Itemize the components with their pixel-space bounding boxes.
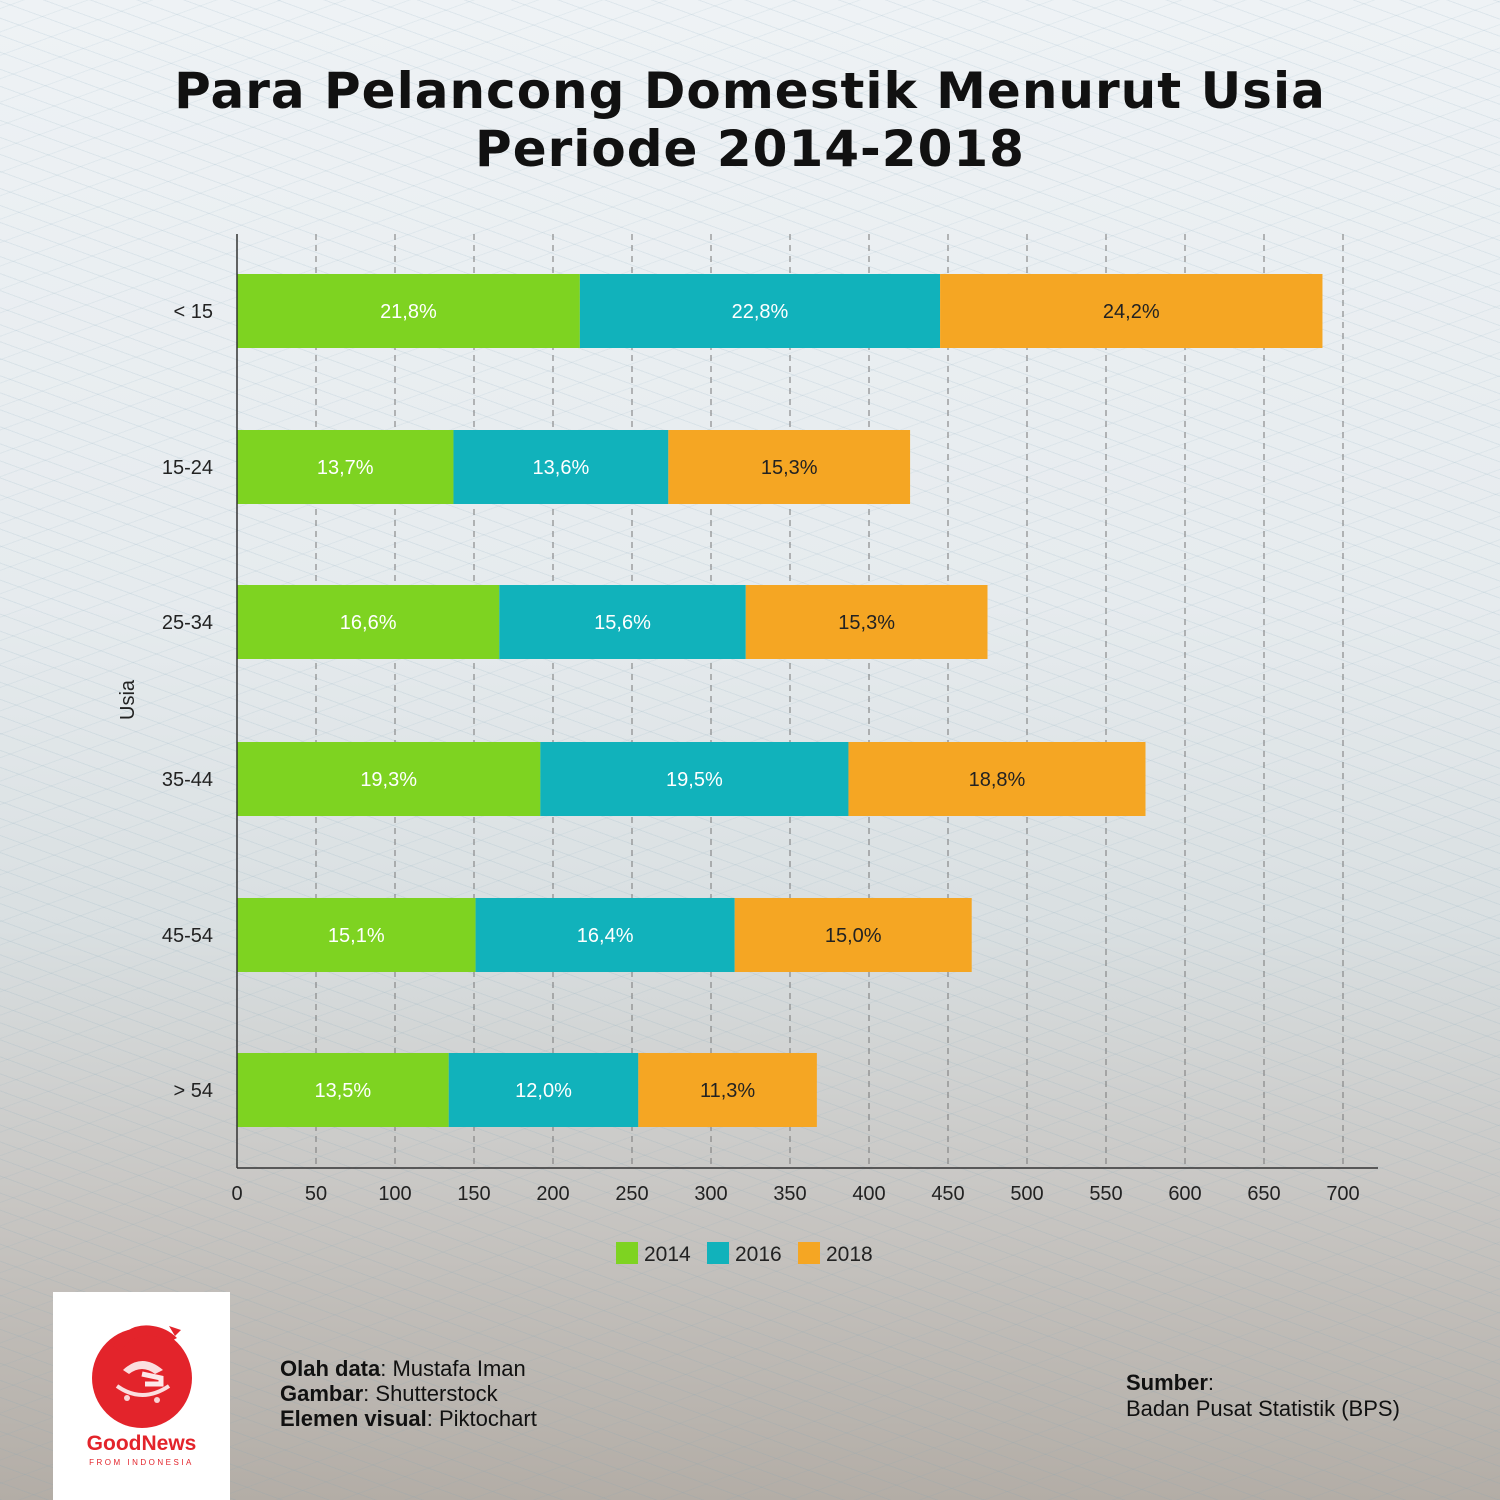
- category-label: > 54: [174, 1080, 213, 1102]
- bar-segment: [848, 742, 1146, 816]
- x-tick-label: 0: [231, 1183, 242, 1205]
- source-note: Sumber: Badan Pusat Statistik (BPS): [1126, 1370, 1400, 1422]
- category-label: 25-34: [162, 612, 213, 634]
- credit-label: Gambar: [280, 1381, 364, 1406]
- credit-value: Mustafa Iman: [392, 1356, 526, 1381]
- x-tick-label: 300: [694, 1183, 727, 1205]
- x-tick-label: 350: [773, 1183, 806, 1205]
- bar-value-label: 16,6%: [340, 612, 397, 634]
- x-tick-labels: 0 50 100 150 200 250 300 350 400 450 500 550 600 650 7…: [231, 1183, 1359, 1205]
- x-tick-label: 250: [615, 1183, 648, 1205]
- bar-value-label: 15,3%: [761, 457, 818, 479]
- x-tick-label: 100: [378, 1183, 411, 1205]
- legend-label: 2014: [644, 1243, 691, 1266]
- x-tick-label: 600: [1168, 1183, 1201, 1205]
- category-label: < 15: [174, 301, 213, 323]
- bar-value-label: 15,6%: [594, 612, 651, 634]
- y-category-labels: < 15 15-24 25-34 35-44 45-54 > 54: [162, 301, 213, 1102]
- bar-segment: [237, 898, 476, 972]
- source-label-line: Sumber:: [1126, 1370, 1215, 1395]
- bar-segment: [237, 585, 500, 659]
- legend-label: 2018: [826, 1243, 873, 1266]
- bar-value-label: 18,8%: [969, 769, 1026, 791]
- x-tick-label: 450: [931, 1183, 964, 1205]
- legend-label: 2016: [735, 1243, 782, 1266]
- bar-segment: [237, 742, 541, 816]
- credit-line: Gambar: Shutterstock: [280, 1381, 498, 1406]
- category-label: 35-44: [162, 769, 213, 791]
- credit-value: Piktochart: [438, 1406, 537, 1431]
- credit-line: Elemen visual: Piktochart: [280, 1406, 537, 1431]
- bar-segment: [745, 585, 988, 659]
- bar-value-label: 21,8%: [380, 301, 437, 323]
- credit-line: Olah data: Mustafa Iman: [280, 1356, 526, 1381]
- chart-title-line-2: Periode 2014-2018: [475, 120, 1025, 178]
- x-tick-label: 550: [1089, 1183, 1122, 1205]
- x-tick-label: 200: [536, 1183, 569, 1205]
- bar-value-label: 16,4%: [577, 925, 634, 947]
- bar-segment: [237, 430, 454, 504]
- legend-swatch: [616, 1242, 638, 1264]
- bar-value-label: 24,2%: [1103, 301, 1160, 323]
- garuda-logo-icon: [92, 1325, 192, 1428]
- y-axis-title: Usia: [117, 679, 139, 720]
- grid-lines: [315, 234, 1344, 1168]
- bar-value-label: 22,8%: [732, 301, 789, 323]
- bar-segment: [237, 274, 580, 348]
- x-tick-label: 150: [457, 1183, 490, 1205]
- legend-swatch: [707, 1242, 729, 1264]
- x-tick-label: 500: [1010, 1183, 1043, 1205]
- source-value: Badan Pusat Statistik (BPS): [1126, 1396, 1400, 1421]
- bar-segment: [734, 898, 972, 972]
- credit-label: Olah data: [280, 1356, 381, 1381]
- source-label: Sumber: [1126, 1370, 1208, 1395]
- bar-segment: [237, 1053, 449, 1127]
- bar-value-label: 15,3%: [838, 612, 895, 634]
- bar-segment: [540, 742, 849, 816]
- bar-segment: [940, 274, 1323, 348]
- category-label: 15-24: [162, 457, 213, 479]
- bar-segment: [668, 430, 911, 504]
- bar-value-label: 12,0%: [515, 1080, 572, 1102]
- bar-segment: [448, 1053, 639, 1127]
- legend: 2014 2016 2018: [616, 1242, 873, 1266]
- axes: [236, 234, 1378, 1169]
- bar-segment: [475, 898, 735, 972]
- bar-segment: [579, 274, 941, 348]
- x-tick-label: 400: [852, 1183, 885, 1205]
- bar-segment: [499, 585, 746, 659]
- bar-value-label: 13,5%: [315, 1080, 372, 1102]
- x-tick-label: 650: [1247, 1183, 1280, 1205]
- x-tick-label: 50: [305, 1183, 327, 1205]
- legend-swatch: [798, 1242, 820, 1264]
- bar-value-label: 11,3%: [700, 1080, 755, 1102]
- bars: 21,8% 22,8% 24,2% 13,7% 13,6% 15,3% 16,6% 15,6%…: [237, 274, 1323, 1127]
- bar-value-label: 13,7%: [317, 457, 374, 479]
- category-label: 45-54: [162, 925, 213, 947]
- credit-label: Elemen visual: [280, 1406, 427, 1431]
- bar-segment: [453, 430, 669, 504]
- goodnews-logo: GoodNews FROM INDONESIA: [53, 1292, 230, 1500]
- bar-value-label: 19,5%: [666, 769, 723, 791]
- bar-value-label: 13,6%: [533, 457, 590, 479]
- x-tick-label: 700: [1326, 1183, 1359, 1205]
- credits: Olah data: Mustafa Iman Gambar: Shutters…: [280, 1356, 537, 1431]
- bar-value-label: 15,1%: [328, 925, 385, 947]
- bar-segment: [638, 1053, 817, 1127]
- chart-title-line-1: Para Pelancong Domestik Menurut Usia: [174, 62, 1326, 120]
- chart-title: Para Pelancong Domestik Menurut Usia Per…: [0, 62, 1500, 178]
- logo-tagline: FROM INDONESIA: [89, 1458, 194, 1467]
- stacked-bar-chart: 21,8% 22,8% 24,2% 13,7% 13,6% 15,3% 16,6% 15,6%…: [117, 234, 1378, 1266]
- logo-wordmark: GoodNews: [86, 1432, 197, 1455]
- bar-value-label: 19,3%: [360, 769, 417, 791]
- credit-value: Shutterstock: [375, 1381, 498, 1406]
- bar-value-label: 15,0%: [825, 925, 882, 947]
